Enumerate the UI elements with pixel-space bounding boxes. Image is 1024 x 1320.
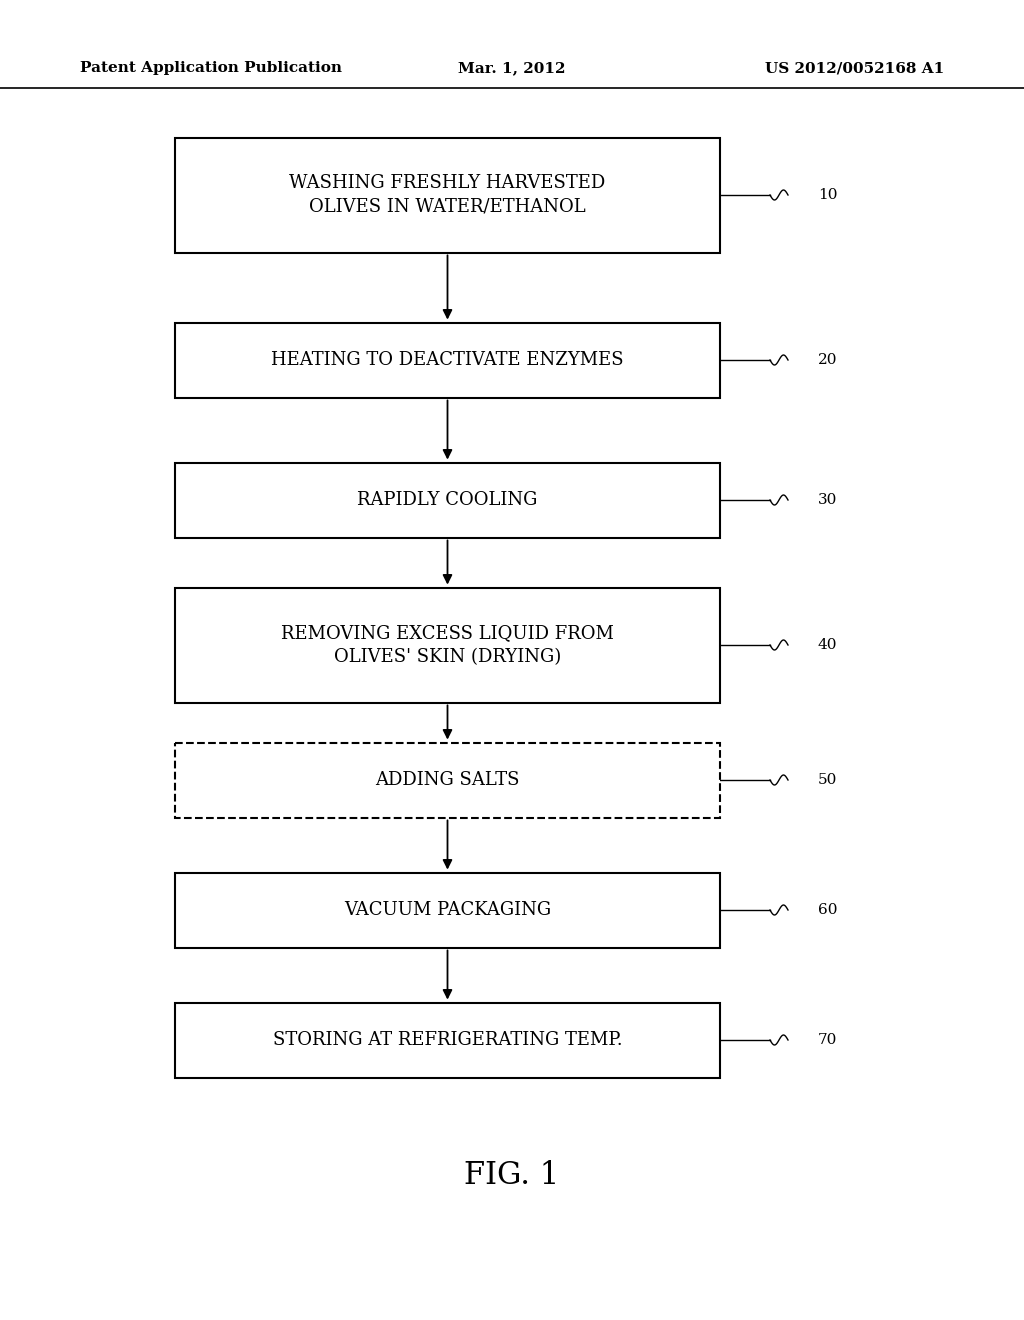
- Text: RAPIDLY COOLING: RAPIDLY COOLING: [357, 491, 538, 510]
- Text: 10: 10: [818, 187, 838, 202]
- Bar: [175, 742, 720, 817]
- Bar: [175, 1002, 720, 1077]
- Text: REMOVING EXCESS LIQUID FROM
OLIVES' SKIN (DRYING): REMOVING EXCESS LIQUID FROM OLIVES' SKIN…: [281, 624, 614, 665]
- Bar: [175, 322, 720, 397]
- Text: 20: 20: [818, 352, 838, 367]
- Text: FIG. 1: FIG. 1: [464, 1159, 560, 1191]
- Bar: [175, 137, 720, 252]
- Text: VACUUM PACKAGING: VACUUM PACKAGING: [344, 902, 551, 919]
- Text: 70: 70: [818, 1034, 838, 1047]
- Text: STORING AT REFRIGERATING TEMP.: STORING AT REFRIGERATING TEMP.: [272, 1031, 623, 1049]
- Text: WASHING FRESHLY HARVESTED
OLIVES IN WATER/ETHANOL: WASHING FRESHLY HARVESTED OLIVES IN WATE…: [290, 174, 605, 215]
- Text: 60: 60: [818, 903, 838, 917]
- Text: 30: 30: [818, 492, 838, 507]
- Text: HEATING TO DEACTIVATE ENZYMES: HEATING TO DEACTIVATE ENZYMES: [271, 351, 624, 370]
- Text: US 2012/0052168 A1: US 2012/0052168 A1: [765, 61, 944, 75]
- Bar: [175, 587, 720, 702]
- Text: ADDING SALTS: ADDING SALTS: [375, 771, 520, 789]
- Text: 40: 40: [818, 638, 838, 652]
- Text: Patent Application Publication: Patent Application Publication: [80, 61, 342, 75]
- Text: Mar. 1, 2012: Mar. 1, 2012: [459, 61, 565, 75]
- Bar: [175, 873, 720, 948]
- Bar: [175, 462, 720, 537]
- Text: 50: 50: [818, 774, 838, 787]
